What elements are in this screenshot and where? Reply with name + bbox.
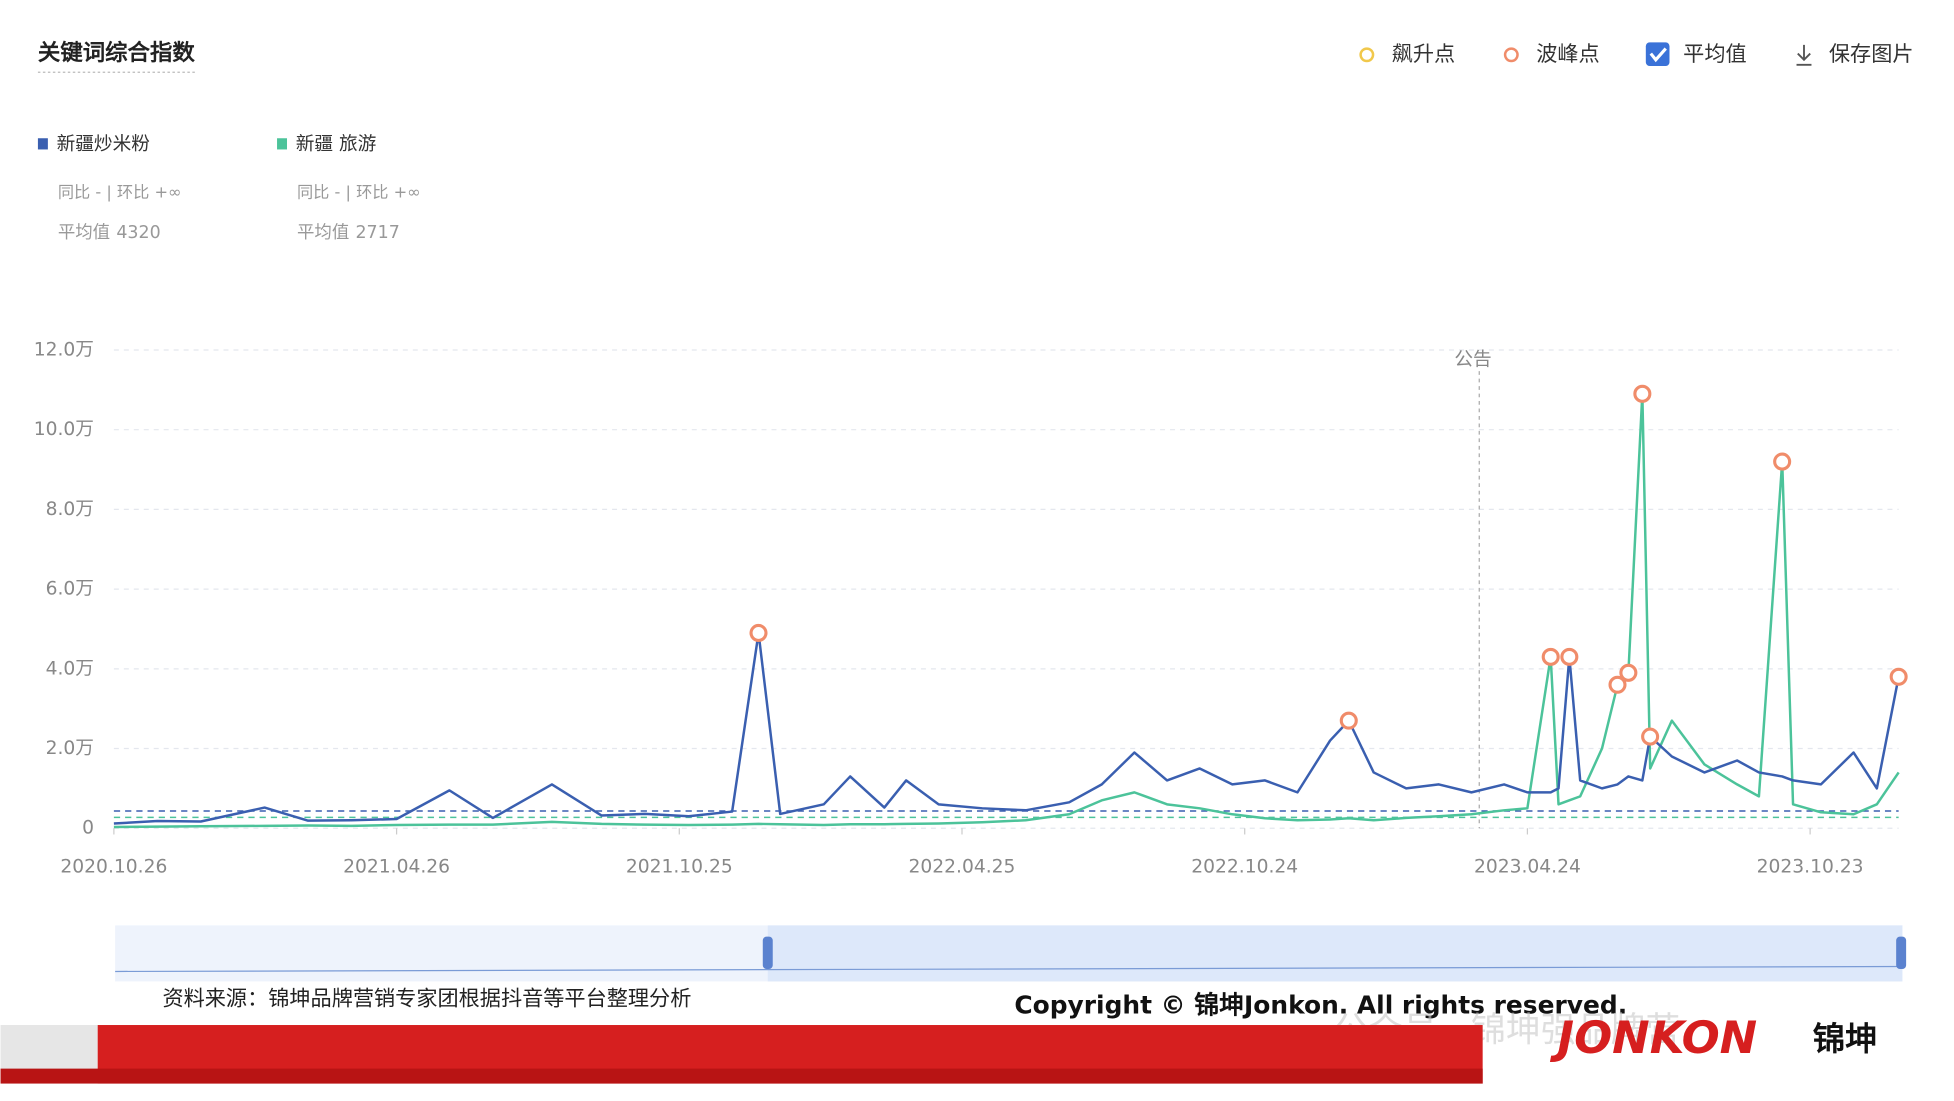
y-tick-label: 6.0万 — [46, 579, 94, 600]
x-tick-label: 2022.10.24 — [1191, 856, 1298, 877]
x-tick-label: 2023.10.23 — [1757, 856, 1864, 877]
x-tick-label: 2021.04.26 — [343, 856, 450, 877]
legend-label: 新疆 旅游 — [296, 134, 377, 155]
peak-marker — [1608, 675, 1627, 694]
peak-icon[interactable] — [1503, 47, 1519, 63]
x-tick-label: 2020.10.26 — [60, 856, 167, 877]
y-tick-label: 2.0万 — [46, 738, 94, 759]
checkbox[interactable] — [1645, 42, 1670, 67]
copyright: Copyright © 锦坤Jonkon. All rights reserve… — [1014, 990, 1627, 1019]
peak-marker — [1641, 727, 1660, 746]
check-mark — [1649, 47, 1667, 63]
toggle-label[interactable]: 平均值 — [1683, 41, 1746, 66]
brand: JONKON — [1549, 1011, 1757, 1064]
navigator-line — [115, 965, 1903, 973]
x-tick-label: 2023.04.24 — [1474, 856, 1581, 877]
series-line — [113, 631, 1900, 825]
y-tick-label: 12.0万 — [34, 339, 94, 360]
x-tick-label: 2021.10.25 — [626, 856, 733, 877]
mean-value: 2717 — [355, 223, 399, 243]
y-tick-label: 4.0万 — [46, 658, 94, 679]
toggle-label[interactable]: 波峰点 — [1536, 41, 1599, 66]
y-tick-label: 8.0万 — [46, 499, 94, 520]
peak-marker — [1889, 667, 1908, 686]
mean-value: 4320 — [116, 223, 160, 243]
peak-marker — [1560, 647, 1579, 666]
peak-marker — [1773, 452, 1792, 471]
footer-bar — [0, 1068, 1483, 1084]
series-change: 同比 - | 环比 +∞ — [58, 183, 182, 202]
peak-marker — [1633, 384, 1652, 403]
legend-swatch — [277, 138, 288, 150]
series-line — [113, 392, 1900, 829]
toggle-label[interactable]: 保存图片 — [1829, 41, 1914, 66]
navigator-window[interactable] — [767, 925, 1903, 982]
brand-cn: 锦坤 — [1813, 1020, 1878, 1058]
mean-label: 平均值 — [297, 223, 349, 243]
x-tick-label: 2022.04.25 — [909, 856, 1016, 877]
peak-marker — [749, 623, 768, 642]
legend-label: 新疆炒米粉 — [57, 134, 151, 155]
legend-swatch — [37, 138, 48, 150]
series-change: 同比 - | 环比 +∞ — [297, 183, 421, 202]
annotation-label: 公告 — [1454, 349, 1491, 370]
y-tick-label: 0 — [82, 818, 94, 839]
chart-title: 关键词综合指数 — [38, 39, 195, 66]
y-tick-label: 10.0万 — [34, 419, 94, 440]
series-mean: 平均值 4320 — [58, 223, 161, 243]
series-mean: 平均值 2717 — [297, 223, 400, 243]
toggle-label[interactable]: 飙升点 — [1392, 41, 1455, 66]
peak-marker — [1541, 647, 1560, 666]
surge-icon[interactable] — [1359, 47, 1375, 63]
download-icon[interactable] — [1796, 44, 1812, 66]
source-note: 资料来源：锦坤品牌营销专家团根据抖音等平台整理分析 — [162, 986, 691, 1011]
peak-marker — [1339, 711, 1358, 730]
navigator-handle[interactable] — [762, 936, 773, 969]
navigator-handle[interactable] — [1896, 936, 1907, 969]
peak-marker — [1619, 663, 1638, 682]
mean-label: 平均值 — [58, 223, 110, 243]
